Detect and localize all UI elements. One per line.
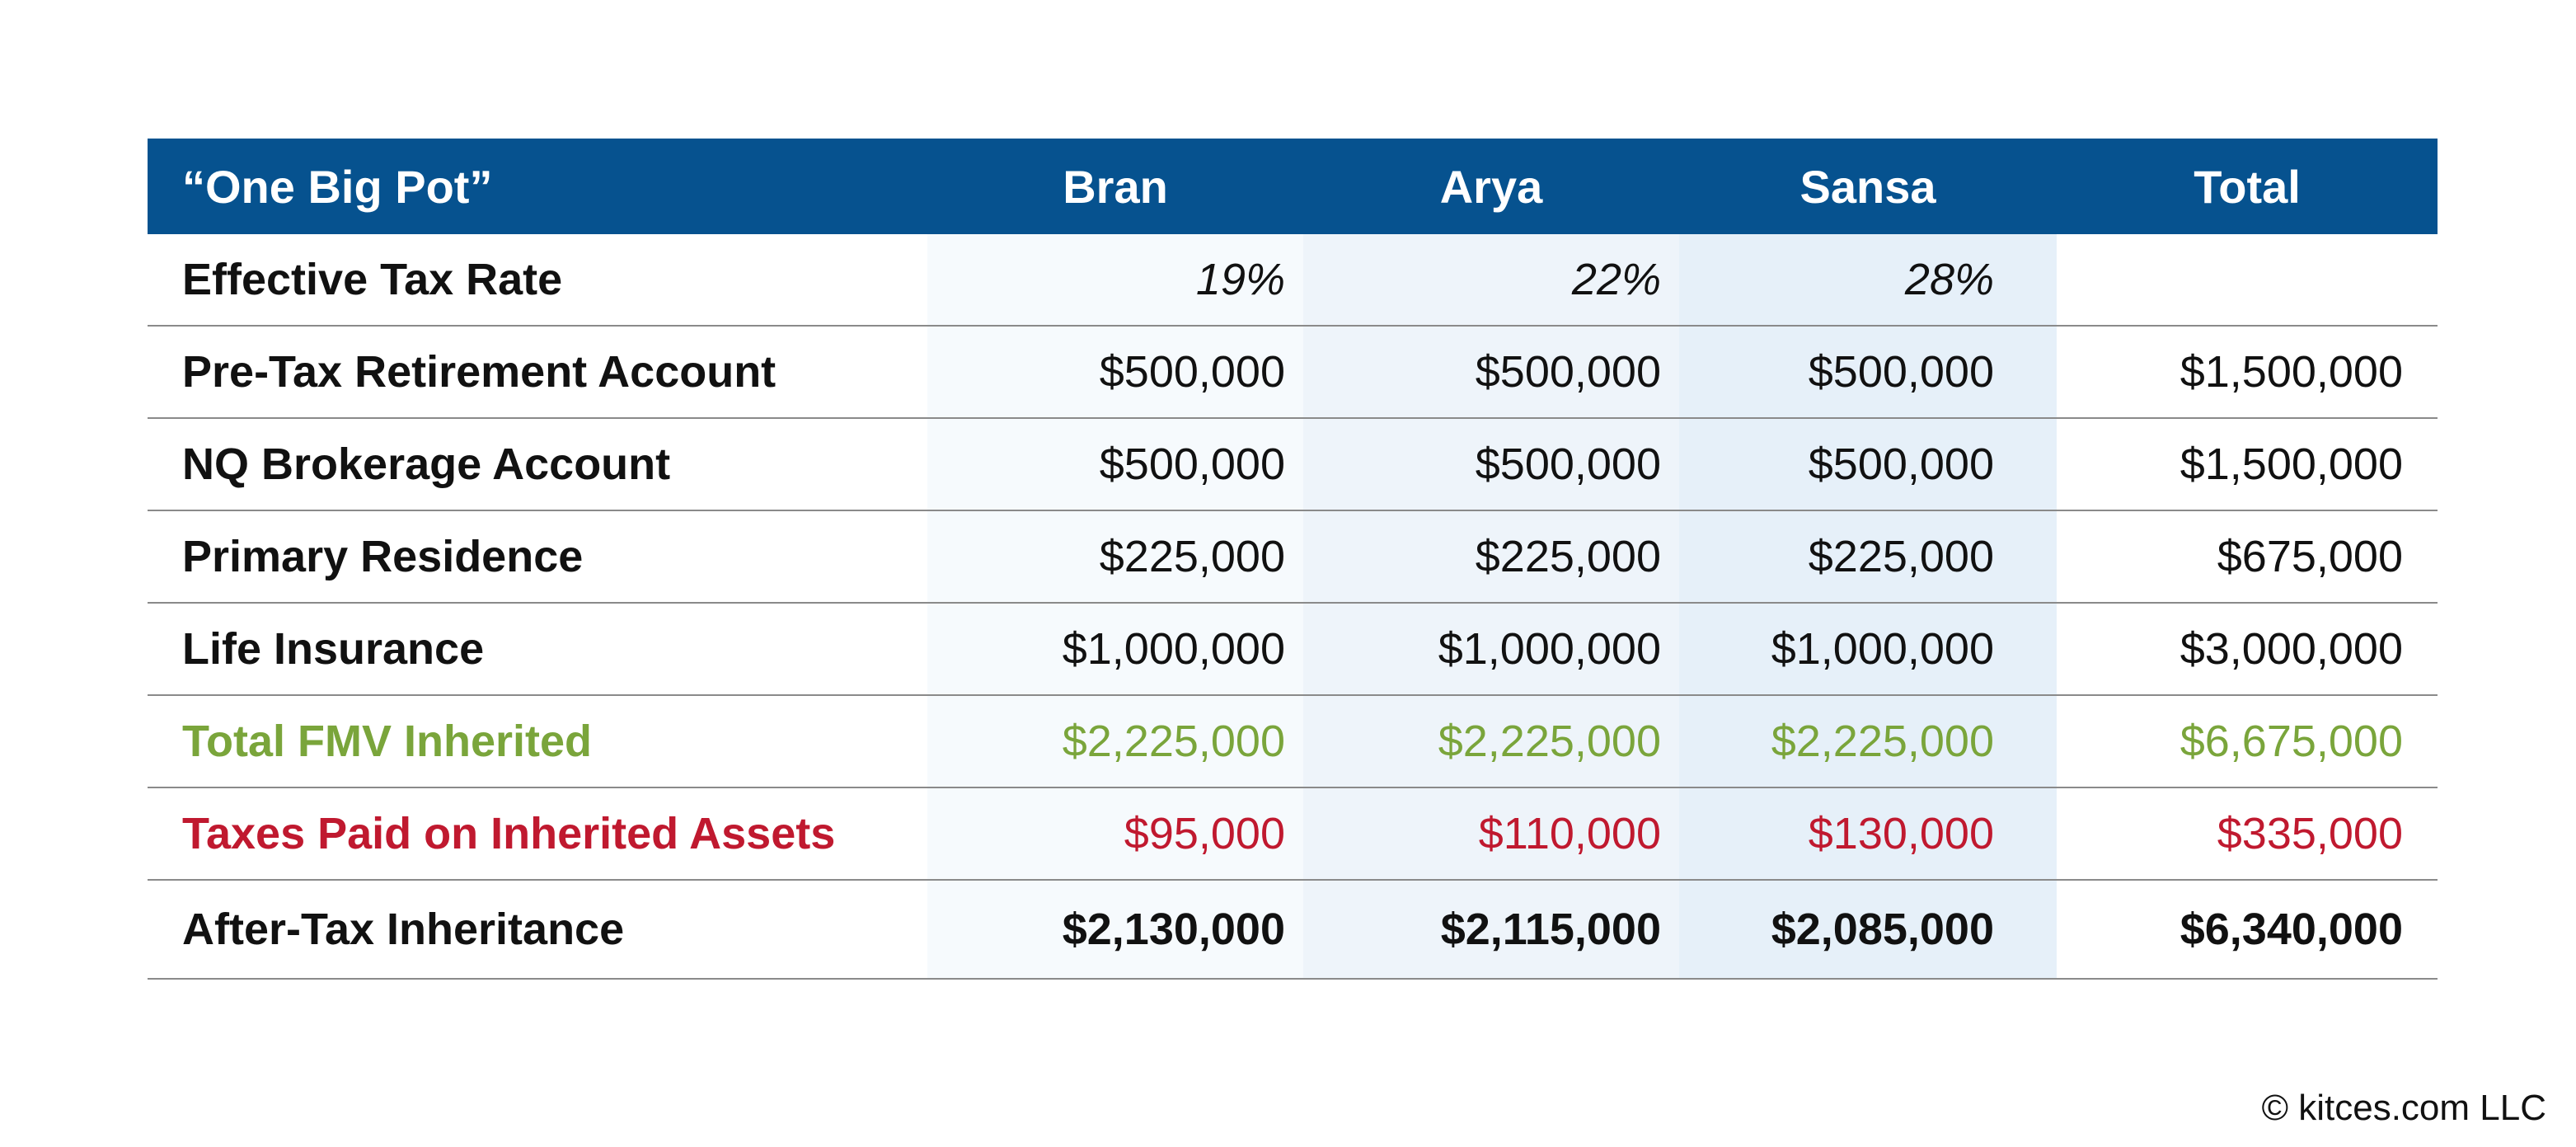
- cell-total: $335,000: [2217, 809, 2403, 858]
- row-label: Primary Residence: [182, 532, 584, 581]
- cell-bran: $500,000: [927, 419, 1303, 510]
- row-label: NQ Brokerage Account: [182, 440, 671, 489]
- cell-arya: $500,000: [1303, 419, 1679, 510]
- cell-total: $1,500,000: [2180, 440, 2403, 489]
- row-primary-residence: Primary Residence $225,000 $225,000 $225…: [148, 511, 2438, 604]
- cell-total: $675,000: [2217, 532, 2403, 581]
- cell-arya: $225,000: [1303, 511, 1679, 602]
- row-life-insurance: Life Insurance $1,000,000 $1,000,000 $1,…: [148, 604, 2438, 696]
- cell-arya: 22%: [1303, 234, 1679, 325]
- cell-sansa: 28%: [1679, 234, 2057, 325]
- row-taxes-paid: Taxes Paid on Inherited Assets $95,000 $…: [148, 788, 2438, 881]
- header-sansa: Sansa: [1799, 160, 1936, 213]
- cell-sansa: $500,000: [1679, 327, 2057, 417]
- row-nq-brokerage: NQ Brokerage Account $500,000 $500,000 $…: [148, 419, 2438, 511]
- row-label: Effective Tax Rate: [182, 255, 563, 304]
- cell-sansa: $225,000: [1679, 511, 2057, 602]
- inheritance-table: “One Big Pot” Bran Arya Sansa Total Effe…: [148, 139, 2438, 980]
- row-pre-tax-retirement: Pre-Tax Retirement Account $500,000 $500…: [148, 327, 2438, 419]
- row-after-tax-inheritance: After-Tax Inheritance $2,130,000 $2,115,…: [148, 881, 2438, 980]
- cell-arya: $2,225,000: [1303, 696, 1679, 787]
- header-arya: Arya: [1439, 160, 1543, 213]
- cell-sansa: $130,000: [1679, 788, 2057, 879]
- header-bran: Bran: [1063, 160, 1168, 213]
- cell-total: $6,340,000: [2180, 905, 2403, 954]
- cell-bran: $95,000: [927, 788, 1303, 879]
- cell-bran: $1,000,000: [927, 604, 1303, 694]
- row-label: Total FMV Inherited: [182, 717, 592, 766]
- cell-bran: 19%: [927, 234, 1303, 325]
- cell-sansa: $1,000,000: [1679, 604, 2057, 694]
- row-total-fmv-inherited: Total FMV Inherited $2,225,000 $2,225,00…: [148, 696, 2438, 788]
- header-scenario: “One Big Pot”: [182, 160, 493, 213]
- row-label: Taxes Paid on Inherited Assets: [182, 809, 836, 858]
- cell-total: $3,000,000: [2180, 624, 2403, 674]
- cell-arya: $1,000,000: [1303, 604, 1679, 694]
- cell-total: $6,675,000: [2180, 717, 2403, 766]
- header-total: Total: [2194, 160, 2301, 213]
- cell-total: [2057, 234, 2438, 325]
- cell-bran: $2,130,000: [927, 881, 1303, 978]
- cell-bran: $2,225,000: [927, 696, 1303, 787]
- cell-sansa: $2,085,000: [1679, 881, 2057, 978]
- cell-arya: $2,115,000: [1303, 881, 1679, 978]
- cell-bran: $500,000: [927, 327, 1303, 417]
- row-label: Pre-Tax Retirement Account: [182, 347, 777, 397]
- cell-total: $1,500,000: [2180, 347, 2403, 397]
- row-label: Life Insurance: [182, 624, 485, 674]
- cell-sansa: $500,000: [1679, 419, 2057, 510]
- table-header-row: “One Big Pot” Bran Arya Sansa Total: [148, 139, 2438, 234]
- row-label: After-Tax Inheritance: [182, 905, 625, 954]
- cell-sansa: $2,225,000: [1679, 696, 2057, 787]
- cell-arya: $500,000: [1303, 327, 1679, 417]
- cell-arya: $110,000: [1303, 788, 1679, 879]
- row-effective-tax-rate: Effective Tax Rate 19% 22% 28%: [148, 234, 2438, 327]
- copyright-credit: © kitces.com LLC: [2261, 1088, 2546, 1128]
- cell-bran: $225,000: [927, 511, 1303, 602]
